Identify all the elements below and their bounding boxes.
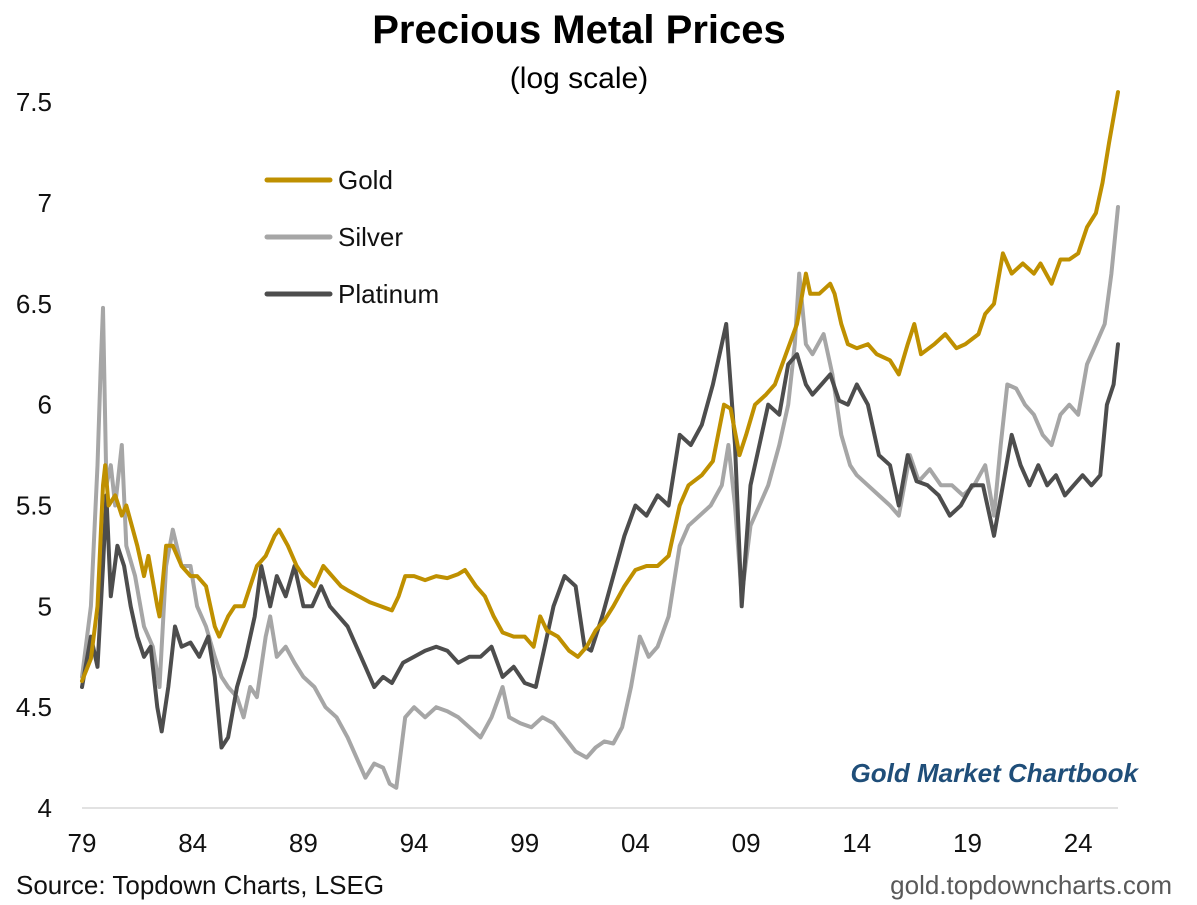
x-axis-ticks: 79 84 89 94 99 04 09 14 19 24 bbox=[68, 828, 1093, 858]
y-tick-label: 4 bbox=[38, 793, 52, 823]
legend-label-gold: Gold bbox=[338, 165, 393, 195]
chart-title: Precious Metal Prices bbox=[372, 8, 786, 52]
y-tick-label: 7 bbox=[38, 188, 52, 218]
x-tick-label: 89 bbox=[289, 828, 318, 858]
x-tick-label: 24 bbox=[1064, 828, 1093, 858]
series-line-silver bbox=[80, 205, 1120, 790]
y-tick-label: 6 bbox=[38, 390, 52, 420]
x-tick-label: 79 bbox=[68, 828, 97, 858]
x-tick-label: 19 bbox=[953, 828, 982, 858]
series-layer bbox=[80, 90, 1120, 790]
x-tick-label: 84 bbox=[178, 828, 207, 858]
legend-label-platinum: Platinum bbox=[338, 279, 439, 309]
series-line-platinum bbox=[80, 322, 1120, 750]
legend-label-silver: Silver bbox=[338, 222, 403, 252]
y-axis-ticks: 4 4.5 5 5.5 6 6.5 7 7.5 bbox=[16, 87, 52, 823]
y-tick-label: 5.5 bbox=[16, 491, 52, 521]
x-tick-label: 09 bbox=[732, 828, 761, 858]
brand-label: Gold Market Chartbook bbox=[851, 758, 1140, 788]
x-tick-label: 94 bbox=[400, 828, 429, 858]
y-tick-label: 7.5 bbox=[16, 87, 52, 117]
x-tick-label: 14 bbox=[842, 828, 871, 858]
y-tick-label: 6.5 bbox=[16, 289, 52, 319]
source-label: Source: Topdown Charts, LSEG bbox=[16, 870, 384, 900]
legend: Gold Silver Platinum bbox=[264, 165, 439, 309]
series-line-gold bbox=[80, 90, 1120, 683]
x-tick-label: 04 bbox=[621, 828, 650, 858]
x-tick-label: 99 bbox=[510, 828, 539, 858]
y-tick-label: 4.5 bbox=[16, 692, 52, 722]
y-tick-label: 5 bbox=[38, 591, 52, 621]
url-label: gold.topdowncharts.com bbox=[890, 870, 1172, 900]
chart-subtitle: (log scale) bbox=[510, 62, 648, 95]
